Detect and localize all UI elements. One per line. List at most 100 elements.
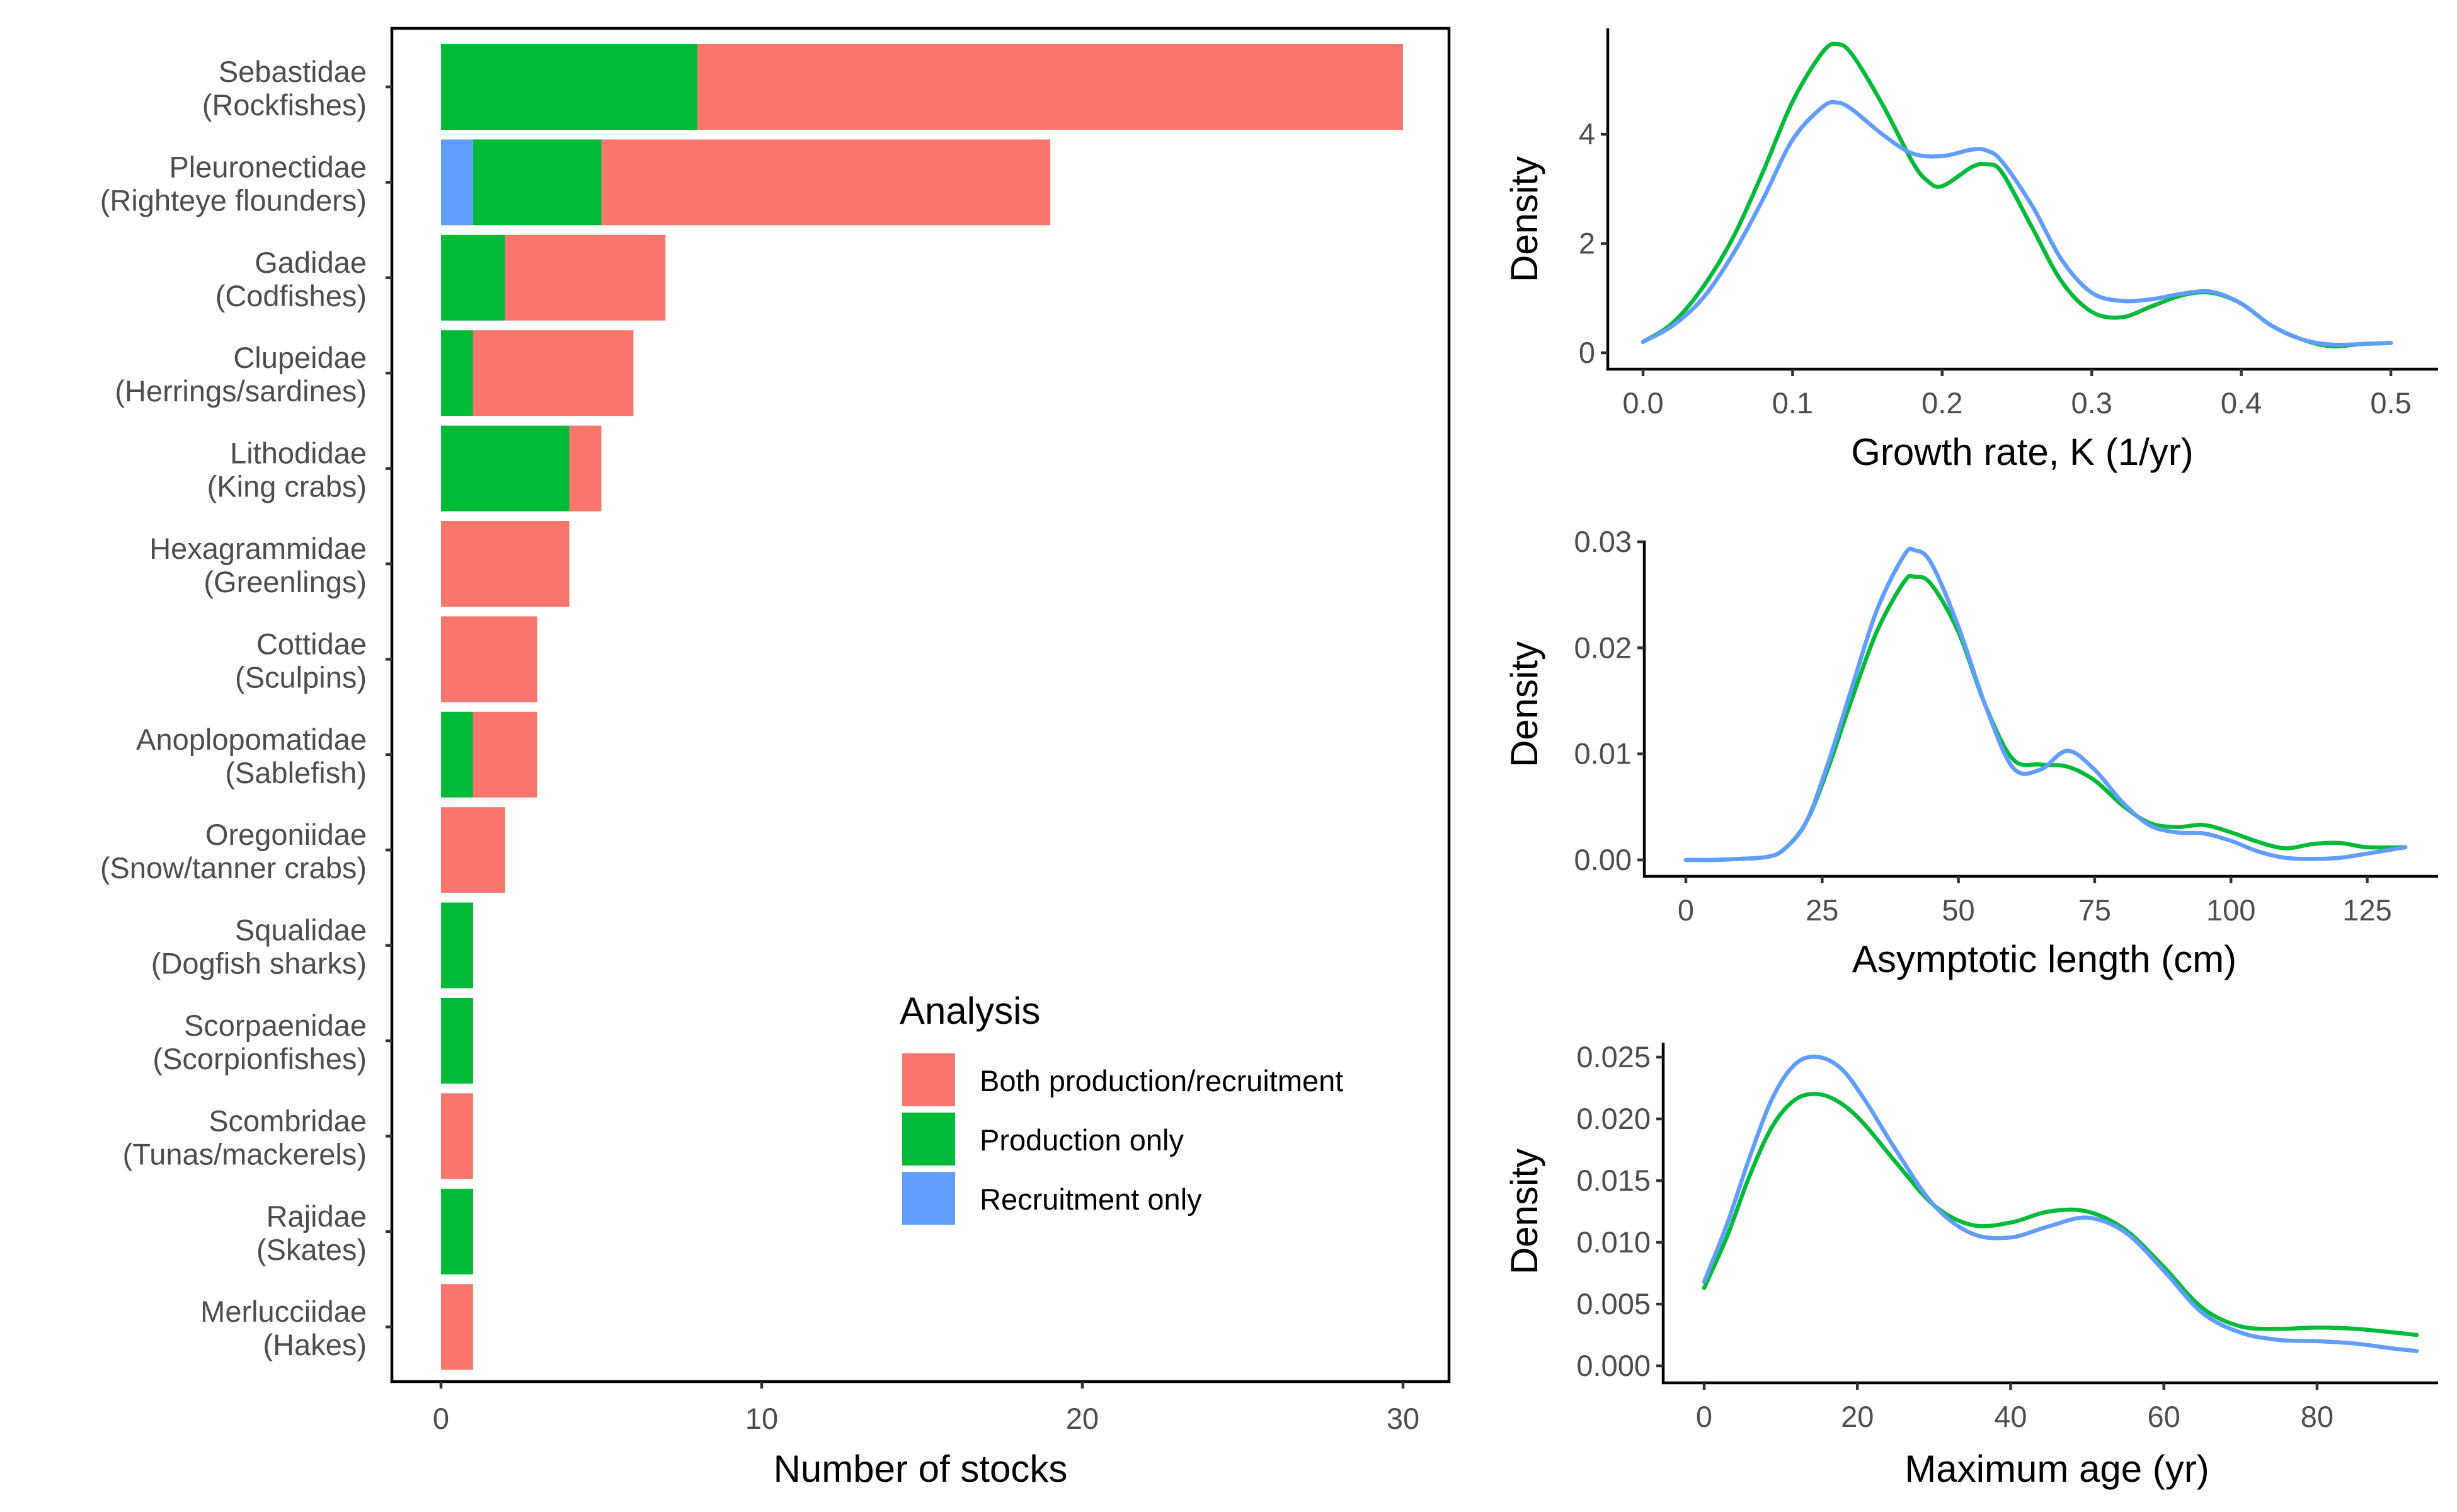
legend-label-both: Both production/recruitment bbox=[980, 1064, 1343, 1097]
bar-lithodidae-production-only bbox=[441, 425, 570, 512]
bar-anoplopomatidae-both-production-recruitment bbox=[472, 711, 537, 798]
age-y-tick-label: 0.015 bbox=[1576, 1164, 1651, 1197]
legend-label-production: Production only bbox=[980, 1123, 1184, 1157]
category-label-family: Oregoniidae bbox=[205, 818, 367, 851]
category-label-family: Hexagrammidae bbox=[149, 532, 367, 565]
age-y-tick-label: 0.010 bbox=[1576, 1225, 1651, 1259]
bar-anoplopomatidae-production-only bbox=[441, 711, 473, 798]
category-label-family: Lithodidae bbox=[230, 437, 367, 470]
age-y-axis-title: Density bbox=[1503, 1148, 1545, 1274]
bar-x-tick-label: 0 bbox=[433, 1402, 449, 1435]
age-y-tick-label: 0.000 bbox=[1576, 1349, 1651, 1382]
category-label-family: Squalidae bbox=[235, 914, 367, 947]
category-label-family: Clupeidae bbox=[233, 341, 367, 374]
growth-y-axis-title: Density bbox=[1503, 156, 1545, 282]
category-label-common: (Herrings/sardines) bbox=[115, 374, 367, 408]
age-density-panel: 0 20 40 60 800.0000.0050.0100.0150.0200.025 … bbox=[1503, 1040, 2438, 1490]
age-y-tick-label: 0.005 bbox=[1576, 1287, 1651, 1320]
bar-pleuronectidae-production-only bbox=[472, 139, 602, 226]
length-x-axis-title: Asymptotic length (cm) bbox=[1852, 938, 2236, 980]
category-label-family: Scombridae bbox=[209, 1104, 367, 1137]
bar-panel-border bbox=[390, 26, 1451, 1383]
bar-x-tick-label: 20 bbox=[1066, 1402, 1099, 1435]
category-label-common: (Greenlings) bbox=[203, 565, 367, 598]
growth-x-axis-title: Growth rate, K (1/yr) bbox=[1851, 431, 2193, 473]
age-x-tick-label: 0 bbox=[1696, 1400, 1712, 1433]
bar-scorpaenidae-production-only bbox=[441, 998, 473, 1084]
bar-pleuronectidae-recruitment-only bbox=[441, 139, 473, 226]
bar-pleuronectidae-both-production-recruitment bbox=[601, 139, 1051, 226]
category-label-common: (King crabs) bbox=[207, 470, 367, 503]
category-label-common: (Scorpionfishes) bbox=[152, 1042, 367, 1075]
age-x-tick-label: 60 bbox=[2148, 1400, 2180, 1433]
growth-x-tick-label: 0.1 bbox=[1772, 386, 1813, 420]
growth-x-tick-label: 0.2 bbox=[1922, 386, 1962, 420]
length-axes: 0 25 50 75 100 125 0.00 0.01 0.02 0.03 bbox=[1574, 525, 2438, 927]
category-label-common: (Dogfish sharks) bbox=[151, 947, 367, 980]
age-x-axis-title: Maximum age (yr) bbox=[1904, 1448, 2209, 1490]
category-label-common: (Snow/tanner crabs) bbox=[100, 851, 367, 885]
length-y-tick-label: 0.02 bbox=[1574, 631, 1632, 664]
age-x-tick-label: 20 bbox=[1841, 1400, 1874, 1433]
bar-gadidae-production-only bbox=[441, 234, 505, 321]
growth-x-tick-label: 0.3 bbox=[2071, 386, 2112, 420]
legend: Analysis Both production/recruitment Pro… bbox=[900, 990, 1343, 1225]
category-label-family: Anoplopomatidae bbox=[136, 723, 367, 756]
bar-sebastidae-both-production-recruitment bbox=[697, 44, 1403, 130]
length-y-axis-title: Density bbox=[1503, 641, 1545, 767]
category-label-common: (Rockfishes) bbox=[202, 88, 367, 122]
category-label-common: (Skates) bbox=[256, 1233, 367, 1266]
category-label-family: Cottidae bbox=[256, 627, 367, 660]
growth-density-line-recruitment bbox=[1641, 100, 2393, 347]
age-y-tick-label: 0.020 bbox=[1576, 1102, 1651, 1135]
category-label-common: (Sculpins) bbox=[235, 660, 367, 694]
length-x-tick-label: 75 bbox=[2078, 893, 2111, 927]
category-label-common: (Righteye flounders) bbox=[100, 183, 367, 217]
bar-x-axis-title: Number of stocks bbox=[774, 1448, 1068, 1490]
legend-title: Analysis bbox=[900, 990, 1040, 1032]
growth-axes: 0.0 0.1 0.2 0.3 0.4 0.5 0 2 4 bbox=[1579, 28, 2438, 420]
length-y-tick-label: 0.00 bbox=[1574, 843, 1632, 876]
category-label-family: Rajidae bbox=[266, 1200, 367, 1233]
bar-gadidae-both-production-recruitment bbox=[505, 234, 666, 321]
bar-oregoniidae-both-production-recruitment bbox=[441, 807, 505, 893]
bar-x-tick-label: 30 bbox=[1387, 1402, 1419, 1435]
length-density-line-recruitment bbox=[1683, 546, 2408, 862]
age-x-tick-label: 80 bbox=[2301, 1400, 2334, 1433]
category-label-family: Merlucciidae bbox=[200, 1295, 367, 1328]
bar-lithodidae-both-production-recruitment bbox=[569, 425, 602, 512]
bar-marks bbox=[441, 44, 1403, 1370]
growth-x-tick-label: 0.5 bbox=[2370, 386, 2411, 420]
category-label-family: Sebastidae bbox=[219, 55, 367, 88]
category-label-family: Scorpaenidae bbox=[184, 1009, 367, 1042]
legend-label-recruitment: Recruitment only bbox=[980, 1183, 1202, 1216]
bar-hexagrammidae-both-production-recruitment bbox=[441, 521, 570, 607]
bar-merlucciidae-both-production-recruitment bbox=[441, 1284, 473, 1370]
bar-clupeidae-both-production-recruitment bbox=[472, 330, 634, 416]
legend-key-production bbox=[902, 1113, 955, 1166]
bar-clupeidae-production-only bbox=[441, 330, 473, 416]
bar-scombridae-both-production-recruitment bbox=[441, 1093, 473, 1179]
bar-cottidae-both-production-recruitment bbox=[441, 616, 537, 702]
bar-x-axis: 0 10 20 30 bbox=[433, 1382, 1419, 1435]
length-x-tick-label: 125 bbox=[2342, 893, 2391, 927]
length-density-lines bbox=[1683, 546, 2408, 862]
bar-y-axis: Sebastidae(Rockfishes) Pleuronectidae(Rig… bbox=[100, 55, 392, 1361]
bar-sebastidae-production-only bbox=[441, 44, 698, 130]
growth-x-tick-label: 0.4 bbox=[2221, 386, 2262, 420]
length-y-tick-label: 0.03 bbox=[1574, 525, 1632, 558]
category-label-common: (Hakes) bbox=[263, 1328, 367, 1361]
category-label-common: (Codfishes) bbox=[215, 279, 367, 312]
age-density-line-recruitment bbox=[1702, 1055, 2419, 1353]
length-x-tick-label: 0 bbox=[1678, 893, 1694, 927]
length-x-tick-label: 25 bbox=[1806, 893, 1838, 927]
category-label-family: Pleuronectidae bbox=[169, 150, 367, 183]
legend-key-recruitment bbox=[902, 1172, 955, 1225]
age-density-line-production bbox=[1702, 1092, 2419, 1337]
age-y-tick-label: 0.025 bbox=[1576, 1040, 1651, 1074]
bar-x-tick-label: 10 bbox=[745, 1402, 778, 1435]
age-density-lines bbox=[1702, 1055, 2419, 1353]
length-y-tick-label: 0.01 bbox=[1574, 737, 1632, 770]
